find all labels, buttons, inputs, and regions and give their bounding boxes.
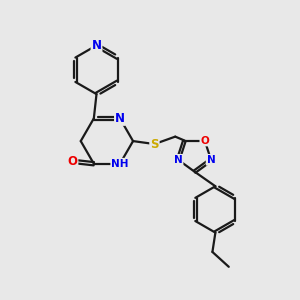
Text: N: N bbox=[115, 112, 125, 125]
Text: NH: NH bbox=[111, 159, 129, 169]
Text: N: N bbox=[92, 39, 101, 52]
Text: N: N bbox=[174, 155, 183, 165]
Text: O: O bbox=[68, 155, 77, 168]
Text: S: S bbox=[150, 138, 159, 151]
Text: O: O bbox=[200, 136, 209, 146]
Text: N: N bbox=[207, 155, 215, 165]
